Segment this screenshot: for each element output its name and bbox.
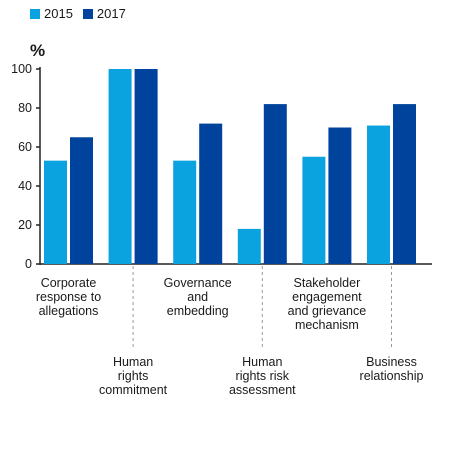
category-label-line: rights risk [236,369,290,383]
bar-2015 [108,69,132,264]
category-label-line: Human [113,355,153,369]
bar-2017 [263,104,287,264]
y-unit-label: % [30,41,45,60]
bar-2015 [367,125,390,264]
y-tick-label: 0 [25,257,32,271]
legend: 2015 2017 [30,6,136,21]
category-label-line: Governance [164,276,232,290]
category-label: Corporate response to allegations [36,276,101,318]
legend-swatch-2015 [30,8,40,19]
category-label-line: Stakeholder [294,276,361,290]
category-label-line: allegations [39,304,99,318]
category-label-line: assessment [229,383,296,397]
y-tick-label: 100 [11,62,32,76]
legend-label-2017: 2017 [96,6,126,21]
category-label-line: Corporate [41,276,97,290]
legend-swatch-2017 [82,8,93,19]
bar-2015 [302,156,326,264]
bar-2017 [393,104,416,264]
bar-2017 [199,123,223,264]
y-tick-label: 20 [18,218,32,232]
y-tick-label: 60 [18,140,32,154]
bar-2015 [237,228,261,264]
y-tick-label: 40 [18,179,32,193]
category-label-line: Business [366,355,417,369]
category-label-line: relationship [360,369,424,383]
category-label-line: engagement [292,290,362,304]
category-label-line: commitment [99,383,168,397]
category-label-line: and [187,290,208,304]
bar-2017 [134,69,158,264]
category-label-line: mechanism [295,318,359,332]
category-label-line: embedding [167,304,229,318]
bar-2017 [328,127,352,264]
category-label-line: response to [36,290,101,304]
bar-2015 [44,160,67,264]
category-label: Human rights risk assessment [229,355,296,397]
category-label-line: Human [242,355,282,369]
bar-2015 [173,160,197,264]
category-label: Stakeholder engagement and grievance mechan… [288,276,367,332]
y-tick-label: 80 [18,101,32,115]
category-label-line: rights [118,369,149,383]
legend-item-2015: 2015 [30,6,73,21]
axes: 0 20 40 60 80 100 [11,62,432,271]
category-label: Governance and embedding [164,276,232,318]
category-label: Human rights commitment [99,355,168,397]
legend-label-2015: 2015 [44,6,73,21]
bars [44,69,416,264]
category-label-line: and grievance [288,304,367,318]
bar-2017 [70,137,93,264]
category-label: Business relationship [360,355,424,383]
legend-item-2017: 2017 [82,6,126,21]
